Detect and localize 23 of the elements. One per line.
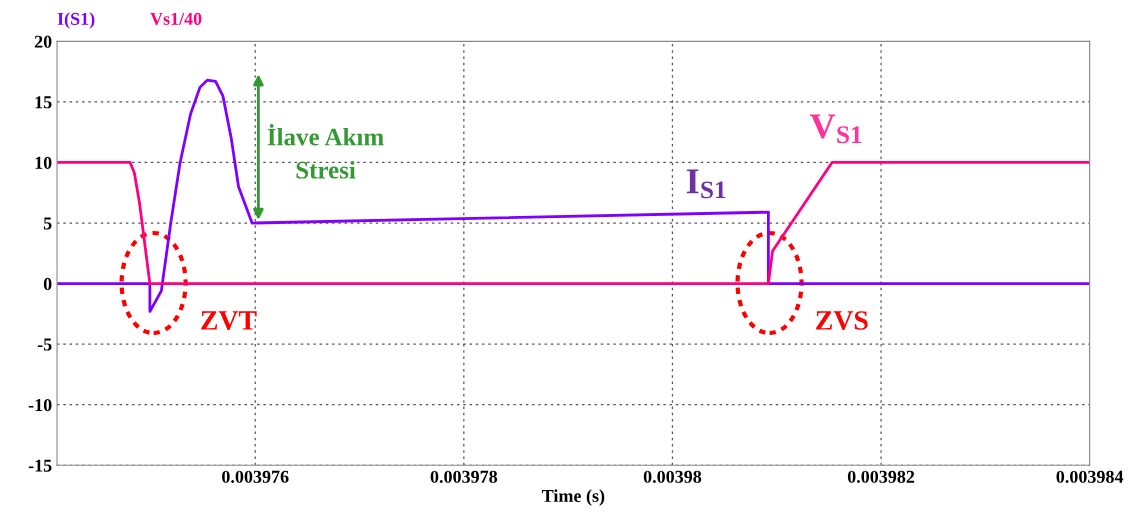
y-tick-label: 20 <box>34 35 52 48</box>
x-tick-label: 0.003978 <box>430 470 498 483</box>
text: Vs1/40 <box>150 12 202 26</box>
x-tick-label: 0.00398 <box>643 470 702 483</box>
x-tick-label: 0.003976 <box>222 470 289 483</box>
y-tick-label: 15 <box>35 96 52 109</box>
y-tick-label: -15 <box>28 459 52 472</box>
y-tick-label: 10 <box>35 156 52 169</box>
line-series <box>57 161 1090 285</box>
line-series <box>57 78 1090 313</box>
x-axis-title: Time (s) <box>541 489 605 506</box>
y-tick-label: 5 <box>43 217 52 230</box>
x-tick-label: 0.003982 <box>847 470 915 483</box>
annotation: ZVS <box>816 311 868 330</box>
x-tick-label: 0.003984 <box>1056 470 1124 483</box>
annotation: V$_{S1}$ <box>809 114 862 144</box>
annotation: I$_{S1}$ <box>686 169 726 199</box>
annotation: İlave Akım Stresi <box>267 123 384 179</box>
y-tick-label: -10 <box>28 398 52 412</box>
annotation: ZVT <box>201 311 257 330</box>
text: I(S1) <box>57 12 95 29</box>
y-tick-label: -5 <box>37 338 52 351</box>
y-tick-label: 0 <box>43 277 52 291</box>
